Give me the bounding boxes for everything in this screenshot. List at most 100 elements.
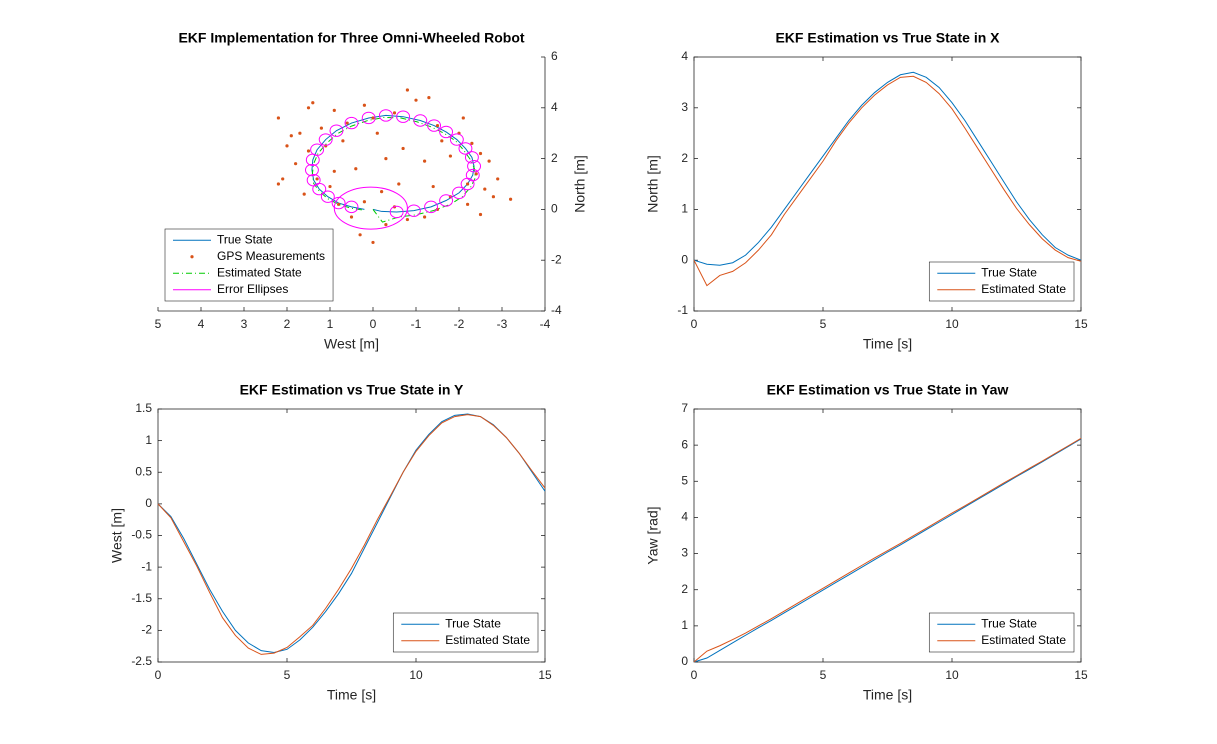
y-tick-label: 1 [681,618,688,632]
gps-point [496,177,500,181]
gps-point [470,141,474,145]
error-ellipse [452,186,466,200]
gps-point [384,157,388,161]
legend-label: GPS Measurements [217,249,325,263]
x-axis-label: Time [s] [863,336,912,352]
error-ellipse [427,119,442,132]
legend-label: True State [217,232,273,246]
chart-title: EKF Estimation vs True State in X [775,30,1000,46]
error-ellipse [333,186,408,230]
error-ellipse [406,204,421,217]
gps-point [435,123,440,128]
x-axis-label: Time [s] [327,687,376,703]
x-tick-label: 5 [820,317,827,331]
x-tick-label: 3 [241,317,248,331]
error-ellipse [458,142,473,155]
error-ellipse [439,194,454,207]
chart-title: EKF Estimation vs True State in Yaw [767,382,1009,398]
error-ellipse [329,124,344,137]
gps-point [371,116,375,120]
y-tick-label: -1.5 [131,591,152,605]
y-tick-label: 6 [681,437,688,451]
axes-box [693,56,1082,312]
line [693,71,1082,266]
x-tick-label: 10 [945,317,959,331]
error-ellipse [467,160,481,173]
line [157,414,546,655]
x-tick-label: 10 [409,668,423,682]
gps-point [371,240,375,245]
error-ellipse [304,163,319,177]
legend-label: Estimated State [445,633,530,647]
x-tick-label: -4 [540,317,551,331]
y-tick-label: 6 [551,49,558,63]
gps-point [427,96,431,100]
gps-point [294,162,298,166]
y-tick-label: 4 [681,510,688,524]
gps-point [405,88,409,92]
y-tick-label: 1 [145,433,152,447]
y-tick-label: 3 [681,546,688,560]
y-tick-label: 4 [681,49,688,63]
error-ellipse [344,116,359,130]
x-tick-label: 10 [945,668,959,682]
y-tick-label: 4 [551,100,558,114]
gps-point [414,98,418,102]
x-tick-label: -3 [497,317,508,331]
gps-point [487,159,491,163]
x-tick-label: 0 [370,317,377,331]
error-ellipse [318,133,333,146]
legend-box [392,612,539,653]
y-tick-label: -1 [141,559,152,573]
x-tick-label: -2 [454,317,465,331]
y-tick-label: 5 [681,473,688,487]
gps-point [281,177,285,181]
y-tick-label: -0.5 [131,528,152,542]
gps-point [337,202,341,206]
gps-point [328,184,332,189]
x-tick-label: 2 [284,317,291,331]
legend-box [164,228,334,302]
gps-point [354,167,358,171]
x-tick-label: 0 [691,668,698,682]
gps-point [397,182,401,186]
y-tick-label: 1.5 [135,401,152,415]
gps-point [478,212,483,217]
plot-area [157,413,546,655]
y-tick-label: 0 [145,496,152,510]
gps-point [319,126,323,130]
gps-point [466,202,470,206]
legend-label: Estimated State [217,265,302,279]
gps-point [345,121,349,125]
error-ellipse [464,151,479,164]
error-ellipse [344,200,359,214]
gps-point [405,217,409,222]
legend-label: True State [981,265,1037,279]
error-ellipse [331,196,346,210]
legend: True State GPS Measurements Estimated Stat… [164,228,334,302]
y-axis-label: West [m] [109,508,125,563]
gps-point [362,200,366,204]
error-ellipse [465,168,480,182]
gps-point [276,116,280,120]
plot-area [693,71,1082,287]
y-tick-label: 0 [681,252,688,266]
trajectory-line [311,116,476,223]
legend-marker [190,255,194,259]
x-tick-label: 0 [155,668,162,682]
gps-point [401,146,405,151]
gps-point [362,103,366,107]
plot-area [693,437,1082,663]
error-ellipse [389,205,404,219]
gps-point [306,149,311,153]
line [693,438,1082,663]
gps-point [448,154,452,158]
plot-area [276,88,513,245]
chart-title: EKF Estimation vs True State in Y [240,382,464,398]
trajectory-line [311,114,475,213]
x-tick-label: 5 [820,668,827,682]
y-tick-label: 2 [551,151,558,165]
y-axis-label: Yaw [rad] [645,506,661,564]
